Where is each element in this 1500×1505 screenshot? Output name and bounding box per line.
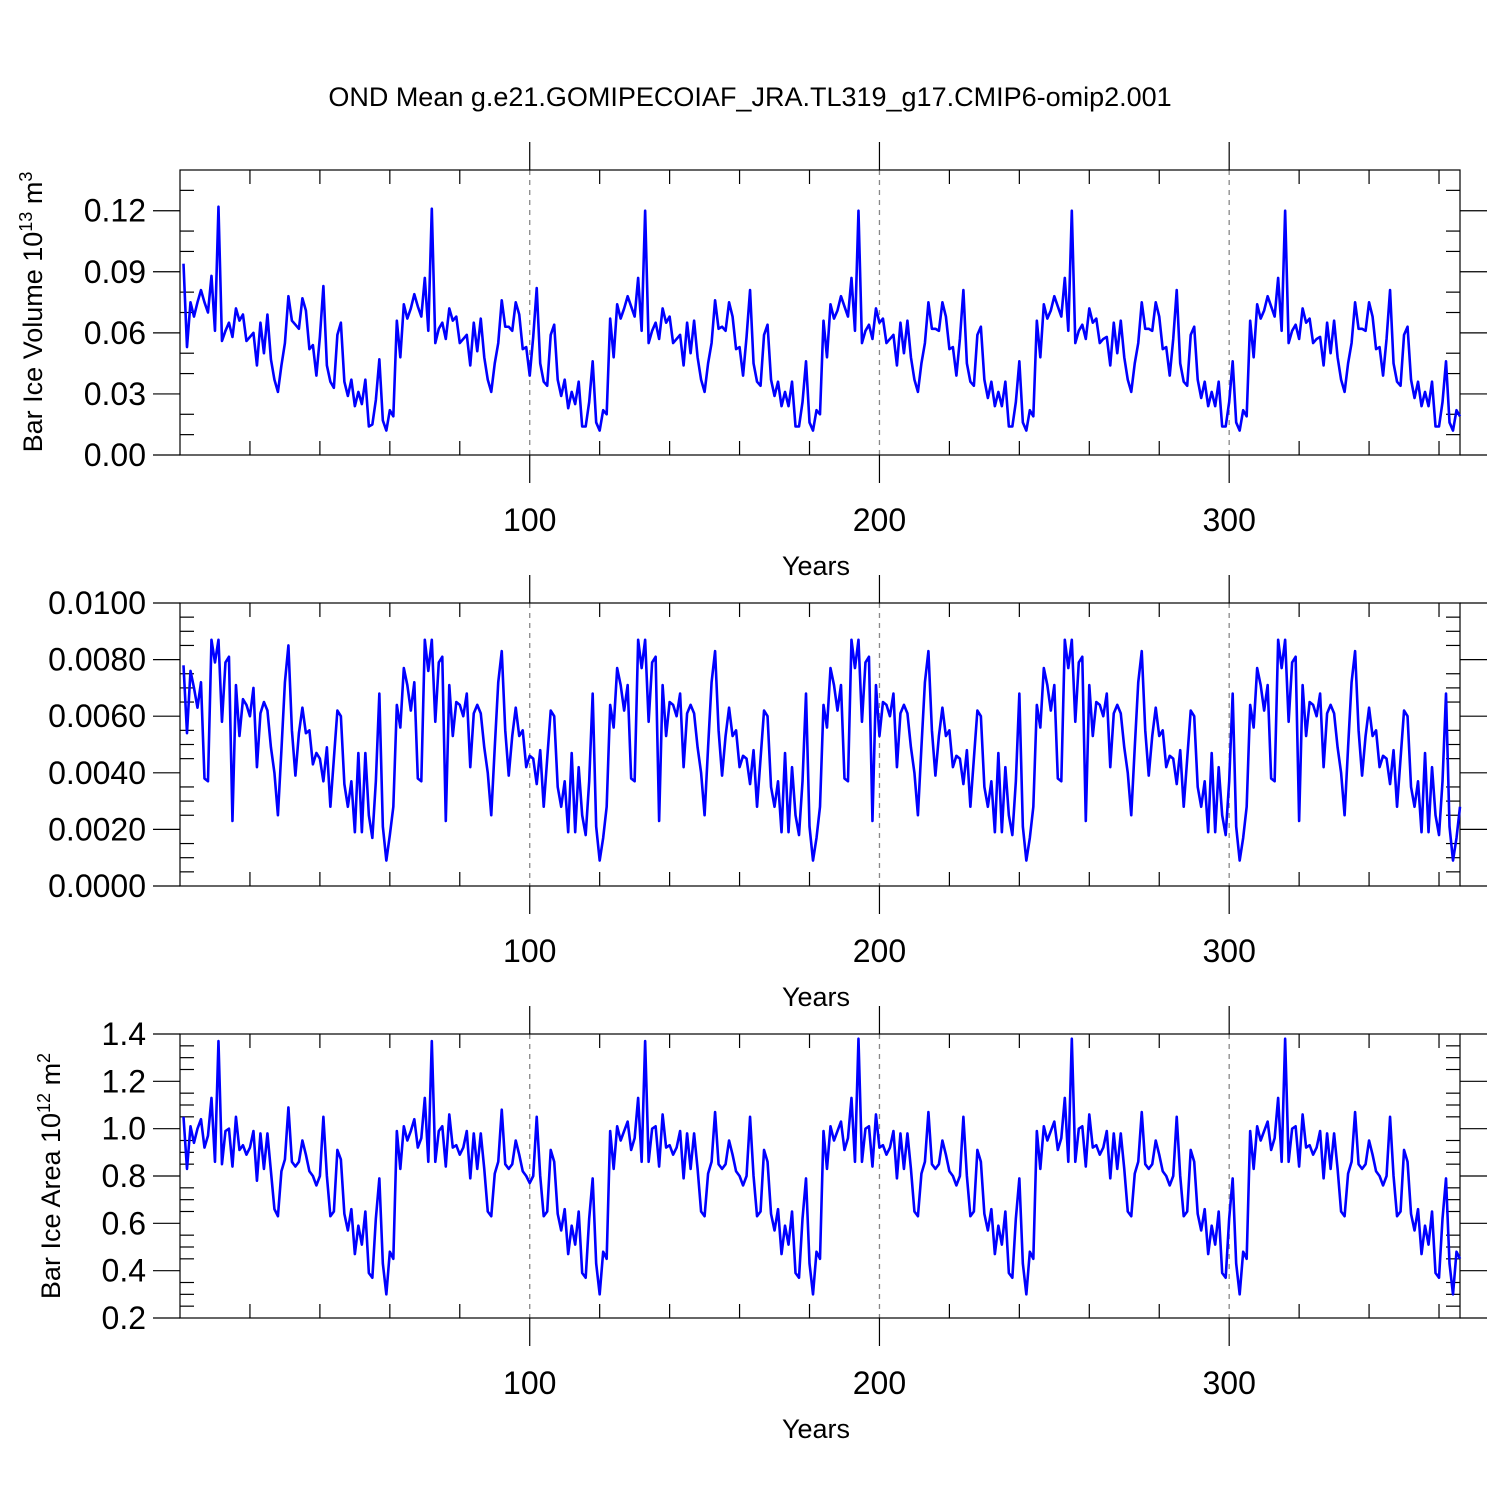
y-tick-label: 0.12 xyxy=(84,193,146,229)
y-axis-title-superscript: 3 xyxy=(0,589,10,599)
y-tick-label: 0.03 xyxy=(84,376,146,412)
y-tick-label: 1.0 xyxy=(102,1111,146,1147)
x-axis-title: Years xyxy=(782,551,850,581)
y-tick-label: 1.2 xyxy=(102,1063,146,1099)
y-axis-title-part: Bar Ice Volume 10 xyxy=(18,232,48,453)
y-axis-title-superscript: 12 xyxy=(34,1093,54,1113)
y-tick-label: 0.2 xyxy=(102,1300,146,1336)
x-tick-label: 200 xyxy=(853,502,906,538)
x-tick-label: 300 xyxy=(1202,1365,1255,1401)
y-tick-label: 0.0040 xyxy=(48,755,146,791)
y-axis-title-part: m xyxy=(36,1063,66,1093)
y-axis-title-part: Bar Snow Volume 10 xyxy=(0,649,22,901)
x-tick-label: 100 xyxy=(503,1365,556,1401)
x-tick-label: 100 xyxy=(503,933,556,969)
series-line-ice-area xyxy=(182,1037,1462,1296)
y-axis-title-part: Bar Ice Area 10 xyxy=(36,1113,66,1299)
x-tick-label: 100 xyxy=(503,502,556,538)
series-line-snow-volume xyxy=(182,638,1462,862)
y-axis-title-superscript: 13 xyxy=(0,629,10,649)
y-axis-title-superscript: 13 xyxy=(16,212,36,232)
y-tick-label: 0.0020 xyxy=(48,811,146,847)
y-tick-label: 0.09 xyxy=(84,254,146,290)
x-axis-title: Years xyxy=(782,1414,850,1444)
y-tick-label: 0.0060 xyxy=(48,698,146,734)
y-tick-label: 0.06 xyxy=(84,315,146,351)
x-axis-title: Years xyxy=(782,982,850,1012)
x-tick-label: 300 xyxy=(1202,502,1255,538)
y-tick-label: 0.8 xyxy=(102,1158,146,1194)
panel-ice-volume: 100 200 300 0.00 0.03 0.06 0.09 0.12 Years Bar Ic… xyxy=(16,142,1487,581)
y-tick-label: 1.4 xyxy=(102,1016,146,1052)
plot-frame xyxy=(179,602,1461,887)
panel-ice-area: 100 200 300 0.2 0.4 0.6 0.8 1.0 1.2 1.4 Years Bar I… xyxy=(34,1006,1487,1444)
y-tick-label: 0.0100 xyxy=(48,585,146,621)
page-title: OND Mean g.e21.GOMIPECOIAF_JRA.TL319_g17… xyxy=(328,82,1171,112)
y-axis-title: Bar Snow Volume 1013 m3 xyxy=(0,589,22,901)
y-axis-title-superscript: 3 xyxy=(16,172,36,182)
y-axis-title-part: m xyxy=(0,599,22,629)
panel-snow-volume: 100 200 300 0.0000 0.0020 0.0040 0.0060 0.0080 0… xyxy=(0,575,1487,1012)
y-axis-title-part: m xyxy=(18,182,48,212)
y-tick-label: 0.0080 xyxy=(48,642,146,678)
y-axis-title: Bar Ice Volume 1013 m3 xyxy=(16,172,48,453)
x-tick-label: 300 xyxy=(1202,933,1255,969)
series-line-ice-volume xyxy=(182,205,1462,432)
y-axis-title: Bar Ice Area 1012 m2 xyxy=(34,1053,66,1299)
y-tick-label: 0.0000 xyxy=(48,868,146,904)
y-tick-label: 0.6 xyxy=(102,1205,146,1241)
y-tick-label: 0.4 xyxy=(102,1253,146,1289)
y-tick-label: 0.00 xyxy=(84,437,146,473)
x-tick-label: 200 xyxy=(853,933,906,969)
y-axis-title-superscript: 2 xyxy=(34,1053,54,1063)
x-tick-label: 200 xyxy=(853,1365,906,1401)
